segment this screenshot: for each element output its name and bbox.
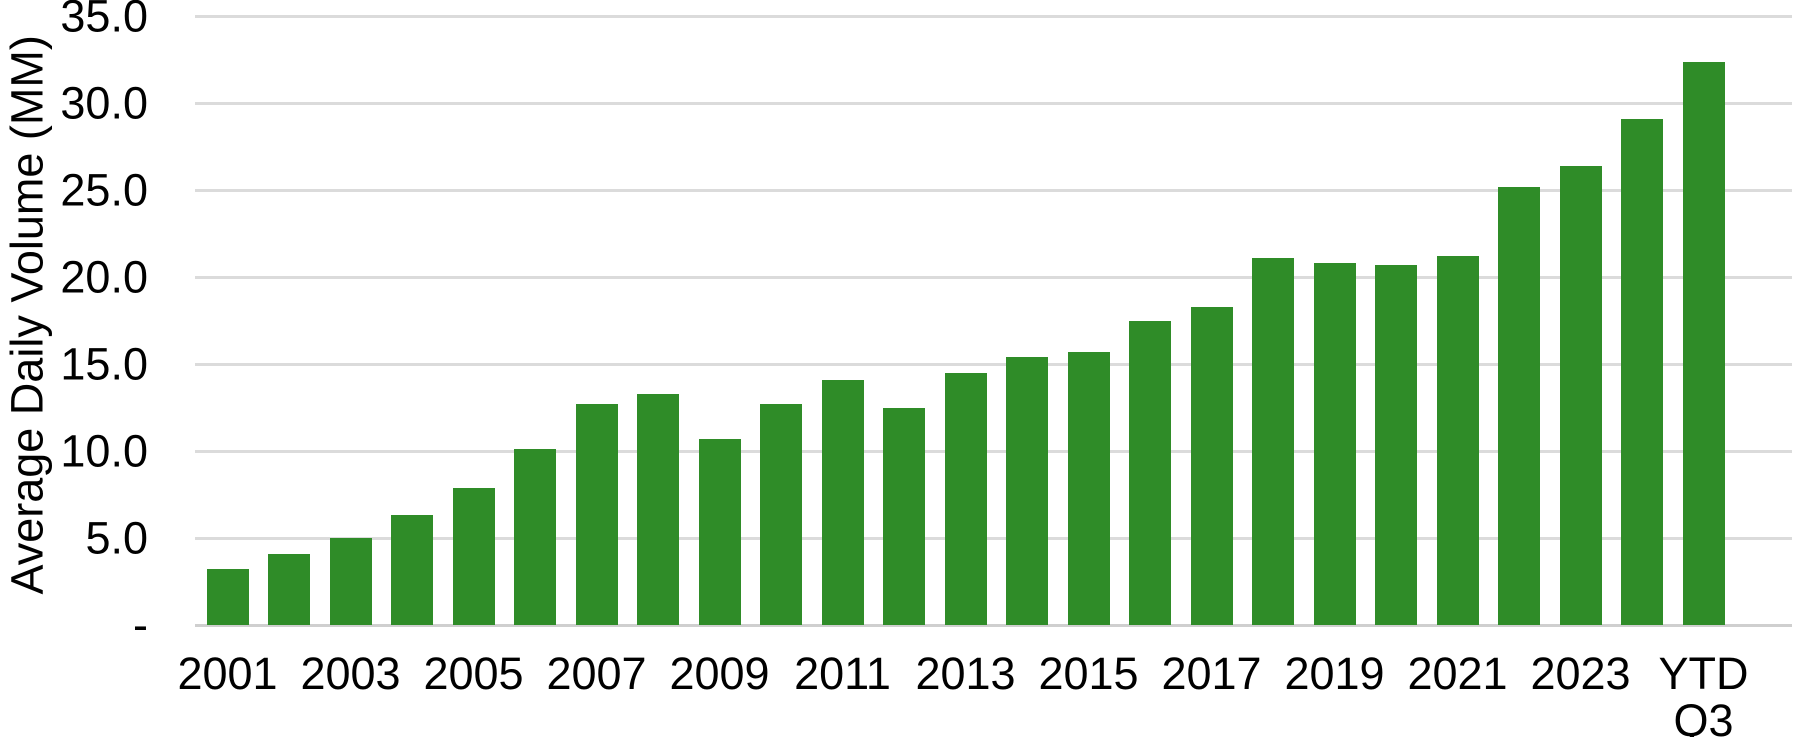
bar-2006: [514, 449, 556, 625]
bar-ytd-q3-25: [1682, 61, 1725, 625]
bar-2012: [883, 407, 925, 625]
gridline-5: [195, 537, 1792, 541]
y-tick-label-25: 25.0: [60, 164, 148, 216]
y-tick-label-15: 15.0: [60, 338, 148, 390]
x-tick-label-2005: 2005: [423, 648, 524, 699]
gridline-10: [195, 450, 1792, 454]
bar-2024: [1621, 118, 1663, 625]
x-tick-label-2013: 2013: [915, 648, 1016, 699]
bar-2023: [1559, 165, 1602, 625]
x-tick-label-2023: 2023: [1530, 648, 1631, 699]
bar-2019: [1313, 263, 1356, 625]
x-tick-label-2011: 2011: [794, 648, 891, 699]
y-tick-label-10: 10.0: [60, 425, 148, 477]
bar-2016: [1129, 320, 1171, 625]
bar-2008: [637, 393, 679, 625]
bar-2010: [760, 404, 802, 625]
bar-2003: [329, 538, 372, 625]
y-tick-label-0: -: [133, 599, 148, 651]
bar-2002: [268, 553, 310, 625]
y-axis-title: Average Daily Volume (MM): [1, 35, 53, 595]
x-tick-label-ytd-q3-25: YTD Q3 25: [1658, 648, 1749, 737]
x-tick-label-2003: 2003: [300, 648, 401, 699]
bar-2013: [944, 372, 987, 625]
bar-2014: [1006, 357, 1048, 625]
bar-2021: [1436, 256, 1479, 625]
gridline-15: [195, 363, 1792, 367]
y-tick-label-30: 30.0: [60, 77, 148, 129]
bar-2015: [1067, 351, 1110, 625]
bar-2009: [698, 438, 741, 625]
x-tick-label-2007: 2007: [546, 648, 647, 699]
gridline-0: [195, 624, 1792, 627]
x-tick-label-2001: 2001: [177, 648, 278, 699]
bar-2022: [1498, 186, 1540, 625]
bar-2011: [821, 379, 864, 625]
bar-2001: [206, 569, 249, 625]
bar-2004: [391, 515, 433, 625]
x-tick-label-2021: 2021: [1407, 648, 1508, 699]
y-tick-label-20: 20.0: [60, 251, 148, 303]
gridline-30: [195, 102, 1792, 106]
gridline-25: [195, 189, 1792, 193]
bar-2007: [575, 404, 618, 625]
gridline-20: [195, 276, 1792, 280]
x-tick-label-2019: 2019: [1284, 648, 1385, 699]
x-tick-label-2015: 2015: [1038, 648, 1139, 699]
bar-2017: [1190, 306, 1233, 625]
x-tick-label-2017: 2017: [1161, 648, 1262, 699]
y-tick-label-5: 5.0: [85, 512, 148, 564]
bar-2018: [1252, 258, 1294, 625]
gridline-35: [195, 15, 1792, 19]
y-tick-label-35: 35.0: [60, 0, 148, 42]
bar-2005: [452, 487, 495, 625]
x-tick-label-2009: 2009: [669, 648, 770, 699]
bar-2020: [1375, 265, 1417, 625]
